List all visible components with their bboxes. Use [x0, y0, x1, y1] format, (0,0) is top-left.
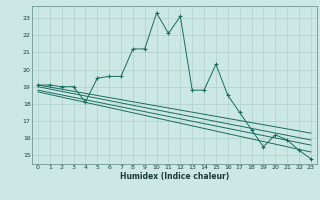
X-axis label: Humidex (Indice chaleur): Humidex (Indice chaleur) — [120, 172, 229, 181]
